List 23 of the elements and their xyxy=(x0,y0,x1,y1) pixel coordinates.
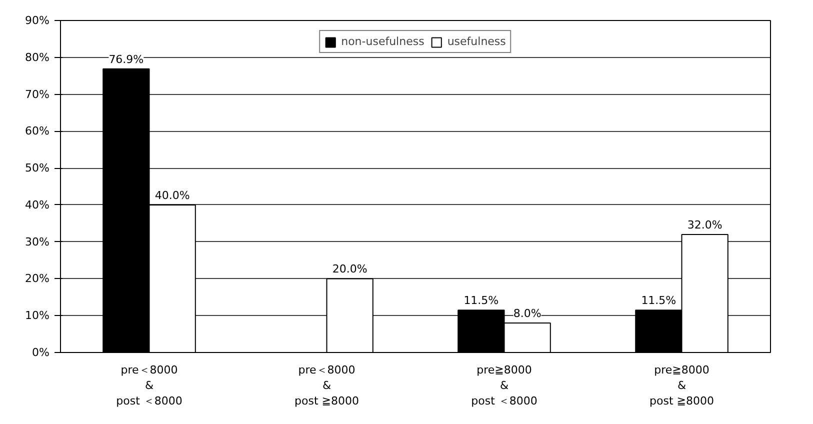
y-tick-label: 70% xyxy=(25,88,50,101)
data-label: 11.5% xyxy=(641,294,676,308)
data-label: 32.0% xyxy=(687,218,722,232)
y-tick-label: 40% xyxy=(25,198,50,212)
data-label: 40.0% xyxy=(154,188,190,202)
y-tick-label: 50% xyxy=(25,162,50,175)
data-label: 20.0% xyxy=(332,262,368,276)
y-tick-label: 10% xyxy=(25,309,50,322)
x-tick-label: pre≧8000 & post ＜8000 xyxy=(471,364,538,408)
legend-label: non-usefulness xyxy=(341,35,424,48)
data-label: 76.9% xyxy=(108,52,144,66)
x-tick-label: pre＜8000 & post ≧8000 xyxy=(294,364,359,408)
y-tick-label: 30% xyxy=(25,235,50,248)
y-tick-label: 90% xyxy=(25,14,50,27)
y-tick-label: 80% xyxy=(25,50,50,64)
y-tick-label: 20% xyxy=(25,272,50,286)
legend-label: usefulness xyxy=(447,35,506,48)
y-tick-label: 0% xyxy=(32,346,50,359)
x-tick-label: pre＜8000 & post ＜8000 xyxy=(116,364,182,408)
y-tick-label: 60% xyxy=(25,124,50,138)
data-label: 11.5% xyxy=(464,294,499,308)
x-tick-label: pre≧8000 & post ≧8000 xyxy=(650,364,714,408)
data-label: 8.0% xyxy=(513,306,542,320)
